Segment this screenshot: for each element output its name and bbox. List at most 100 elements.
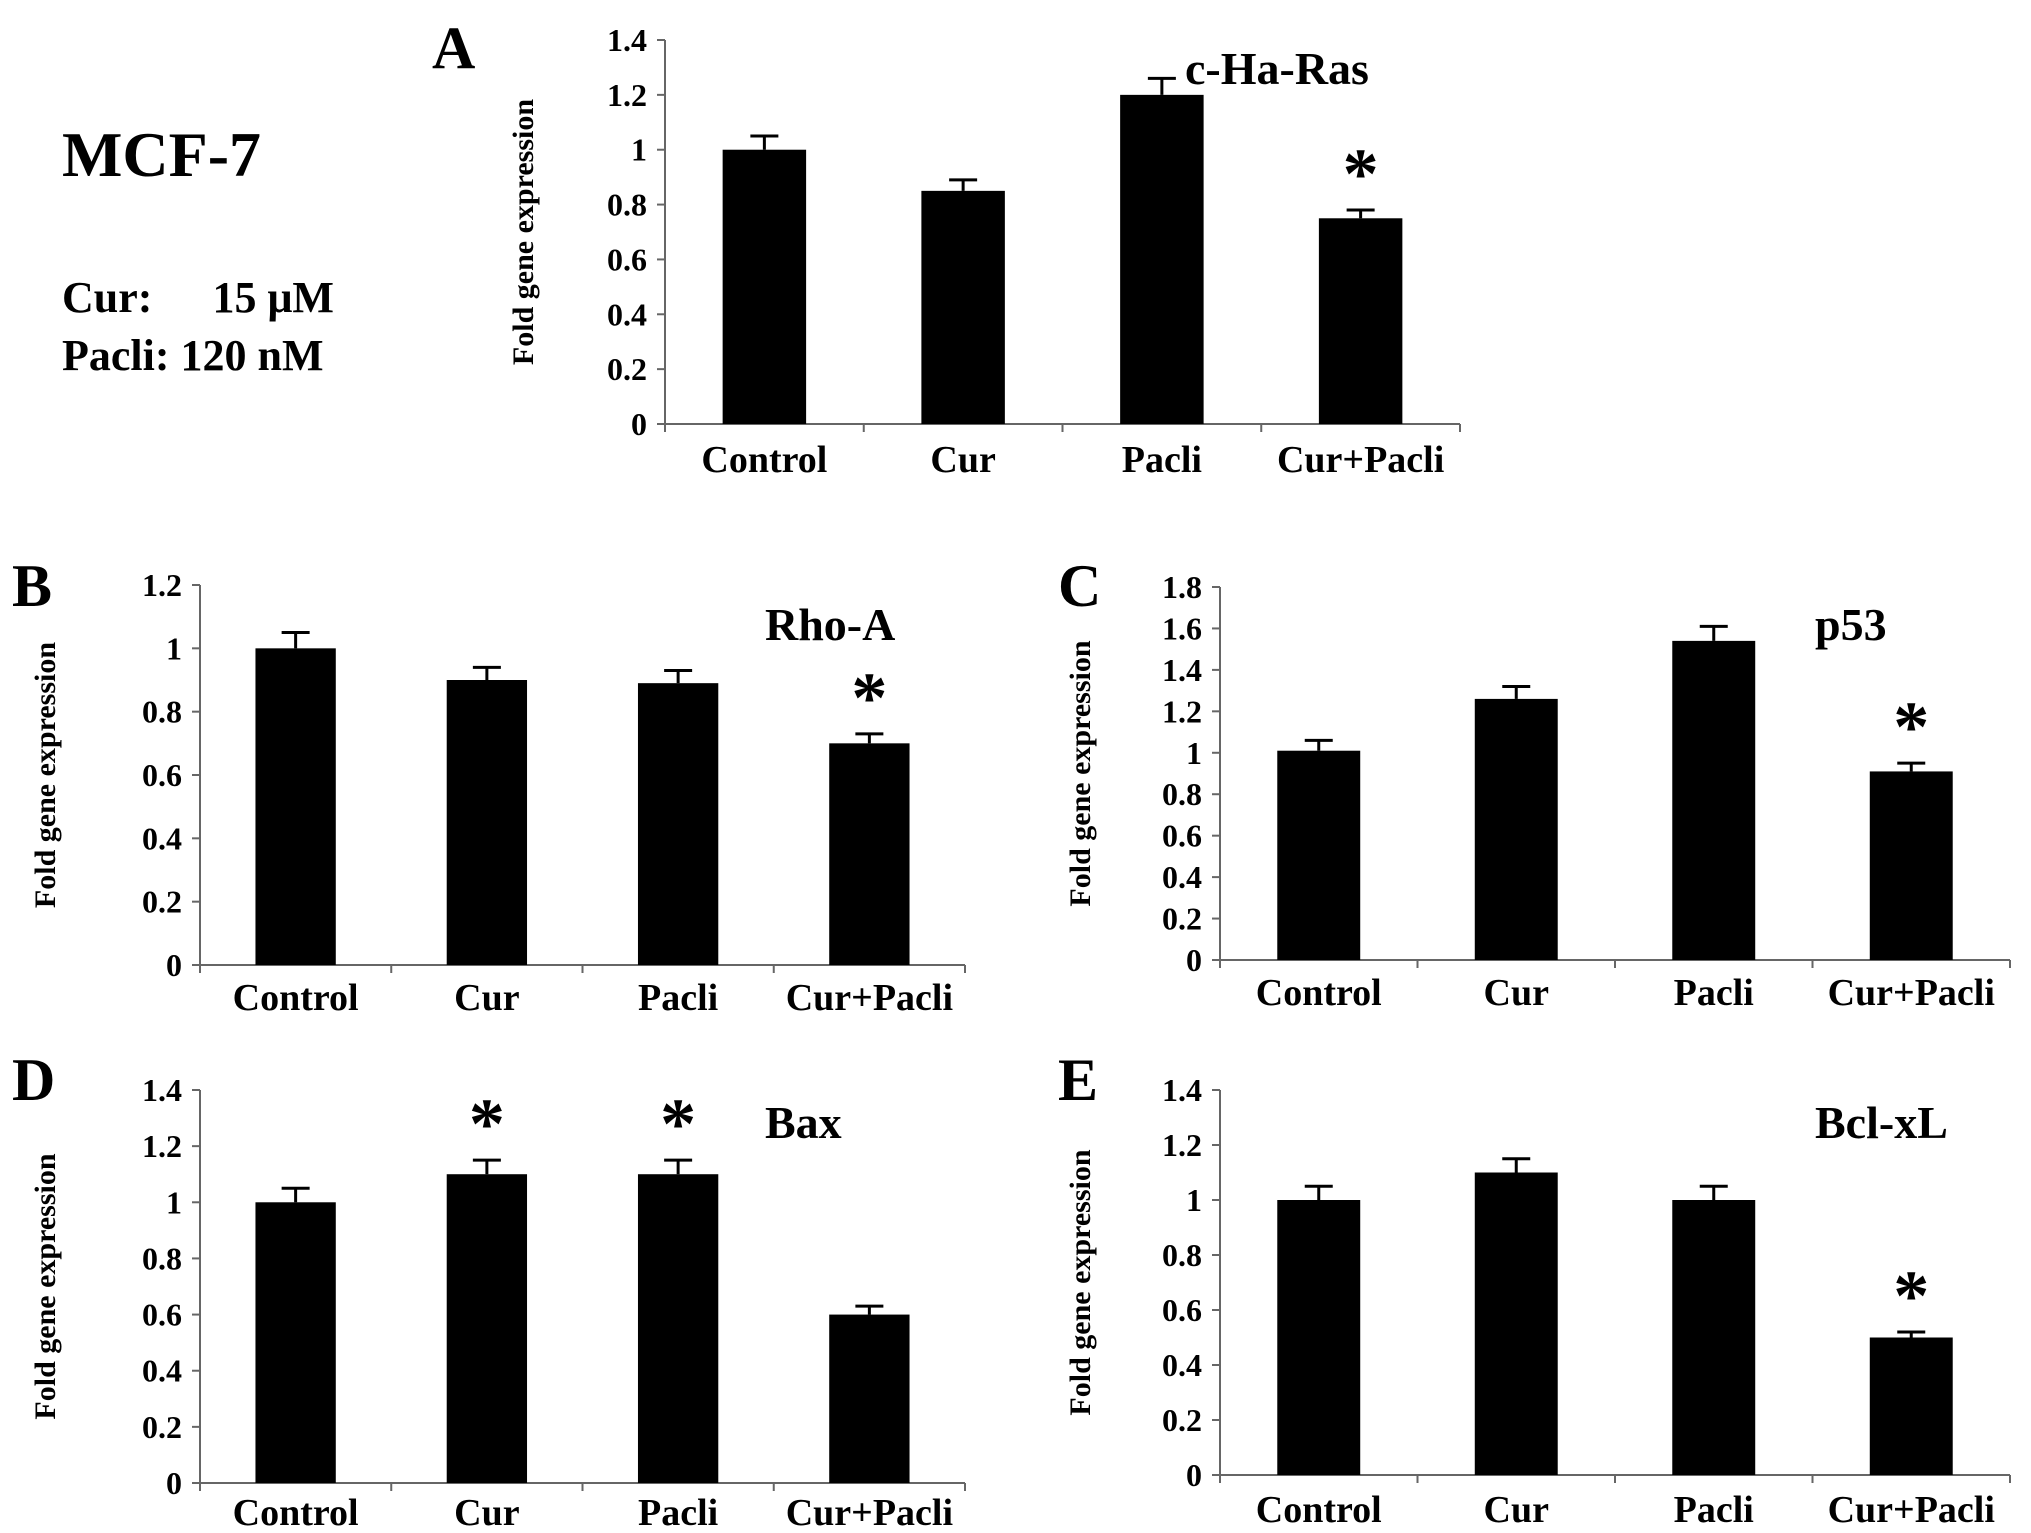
panel-b-ytick-label: 1.2 (142, 567, 182, 603)
panel-d-ytick-label: 0.8 (142, 1240, 182, 1276)
panel-b-bar-cur-pacli (829, 743, 910, 965)
panel-b-category-label: Control (233, 977, 359, 1019)
panel-d-ytick-label: 1 (166, 1184, 182, 1220)
panel-c-letter: C (1058, 553, 1101, 619)
panel-d-significance-star: * (469, 1084, 505, 1164)
panel-c-ytick-label: 1.8 (1162, 569, 1202, 605)
condition-pacli-label: Pacli: (62, 331, 170, 380)
panel-d-category-label: Cur (454, 1492, 520, 1533)
panel-d-category-label: Pacli (638, 1492, 718, 1533)
panel-e-ytick-label: 1 (1186, 1182, 1202, 1218)
panel-a-ylabel: Fold gene expression (507, 99, 540, 365)
panel-a-bar-cur-pacli (1318, 218, 1403, 424)
panel-d-title: Bax (765, 1097, 842, 1148)
panel-d-category-label: Control (233, 1492, 359, 1533)
panel-a-letter: A (432, 15, 475, 81)
panel-a-category-label: Pacli (1122, 439, 1202, 481)
cell-line-title: MCF-7 (62, 119, 262, 190)
condition-cur-value: 15 μM (212, 273, 334, 322)
panel-a-bar-pacli (1120, 94, 1204, 424)
panel-c-ytick-label: 1.2 (1162, 693, 1202, 729)
panel-a-ytick-label: 0.2 (607, 351, 647, 387)
panel-b-ytick-label: 0 (166, 947, 182, 983)
condition-pacli-value: 120 nM (180, 331, 324, 380)
panel-c-category-label: Cur+Pacli (1828, 972, 1995, 1014)
panel-b-category-label: Cur+Pacli (786, 977, 953, 1019)
condition-pacli: Pacli: 120 nM (62, 330, 324, 381)
panel-e-category-label: Cur+Pacli (1828, 1489, 1995, 1531)
panel-a-ytick-label: 0.4 (607, 296, 647, 332)
panel-a-significance-star: * (1343, 134, 1379, 214)
panel-a-category-label: Cur (930, 439, 996, 481)
panel-d-ytick-label: 1.4 (142, 1072, 182, 1108)
panel-c-ytick-label: 0 (1186, 942, 1202, 978)
panel-c-ytick-label: 1.6 (1162, 610, 1202, 646)
panel-b-bar-cur (446, 680, 528, 965)
panel-b-title: Rho-A (765, 599, 895, 650)
panel-b-ytick-label: 0.2 (142, 884, 182, 920)
panel-d-ytick-label: 1.2 (142, 1128, 182, 1164)
panel-d-ylabel: Fold gene expression (29, 1153, 62, 1419)
panel-e-ytick-label: 1.2 (1162, 1127, 1202, 1163)
panel-b-ytick-label: 0.8 (142, 694, 182, 730)
panel-b-category-label: Pacli (638, 977, 718, 1019)
panel-e-category-label: Control (1256, 1489, 1382, 1531)
panel-e-ytick-label: 1.4 (1162, 1072, 1202, 1108)
panel-d-bar-control (255, 1202, 336, 1483)
panel-c-ytick-label: 0.4 (1162, 859, 1202, 895)
panel-b-bar-pacli (637, 683, 719, 965)
panel-c-ytick-label: 1 (1186, 735, 1202, 771)
panel-a-ytick-label: 0.8 (607, 187, 647, 223)
panel-c-ytick-label: 0.8 (1162, 776, 1202, 812)
panel-c-category-label: Control (1256, 972, 1382, 1014)
panel-e-category-label: Cur (1484, 1489, 1550, 1531)
condition-cur: Cur: 15 μM (62, 272, 334, 323)
panel-e-bar-pacli (1672, 1200, 1756, 1475)
panel-c-bar-cur (1474, 698, 1558, 960)
panel-a-title: c-Ha-Ras (1185, 43, 1369, 94)
panel-b-ytick-label: 1 (166, 630, 182, 666)
panel-c-category-label: Pacli (1674, 972, 1754, 1014)
panel-b-category-label: Cur (454, 977, 520, 1019)
panel-c-bar-control (1277, 750, 1361, 960)
panel-e-title: Bcl-xL (1815, 1097, 1948, 1148)
panel-c-title: p53 (1815, 599, 1887, 650)
panel-c-ytick-label: 0.2 (1162, 901, 1202, 937)
panel-d-ytick-label: 0.2 (142, 1409, 182, 1445)
panel-c-ylabel: Fold gene expression (1064, 640, 1097, 906)
panel-e-ytick-label: 0.2 (1162, 1402, 1202, 1438)
panel-e-ytick-label: 0 (1186, 1457, 1202, 1493)
panel-a-category-label: Control (701, 439, 827, 481)
panel-d-bar-pacli (637, 1174, 719, 1483)
panel-a-category-label: Cur+Pacli (1277, 439, 1444, 481)
panel-e-ytick-label: 0.6 (1162, 1292, 1202, 1328)
panel-e-ylabel: Fold gene expression (1064, 1149, 1097, 1415)
condition-cur-label: Cur: (62, 273, 153, 322)
panel-d-letter: D (12, 1047, 55, 1113)
panel-c-ytick-label: 0.6 (1162, 818, 1202, 854)
panel-d-ytick-label: 0 (166, 1465, 182, 1501)
panel-d-bar-cur-pacli (829, 1314, 910, 1483)
panel-c-category-label: Cur (1484, 972, 1550, 1014)
panel-c-significance-star: * (1893, 687, 1929, 767)
panel-e-bar-control (1277, 1200, 1361, 1475)
panel-b-bar-control (255, 648, 336, 965)
panel-a-ytick-label: 0.6 (607, 241, 647, 277)
panel-a-ytick-label: 1 (631, 132, 647, 168)
panel-a-bar-cur (921, 190, 1005, 424)
panel-a-ytick-label: 1.2 (607, 77, 647, 113)
panel-d-category-label: Cur+Pacli (786, 1492, 953, 1533)
panel-b-ylabel: Fold gene expression (29, 642, 62, 908)
panel-b-letter: B (12, 553, 52, 619)
panel-b-ytick-label: 0.4 (142, 820, 182, 856)
panel-e-bar-cur-pacli (1869, 1337, 1953, 1475)
panel-d-ytick-label: 0.6 (142, 1297, 182, 1333)
panel-e-category-label: Pacli (1674, 1489, 1754, 1531)
panel-d-significance-star: * (660, 1084, 696, 1164)
panel-c-bar-cur-pacli (1869, 771, 1953, 960)
panel-d-ytick-label: 0.4 (142, 1353, 182, 1389)
panel-e-letter: E (1058, 1047, 1098, 1113)
panel-b-significance-star: * (851, 658, 887, 738)
